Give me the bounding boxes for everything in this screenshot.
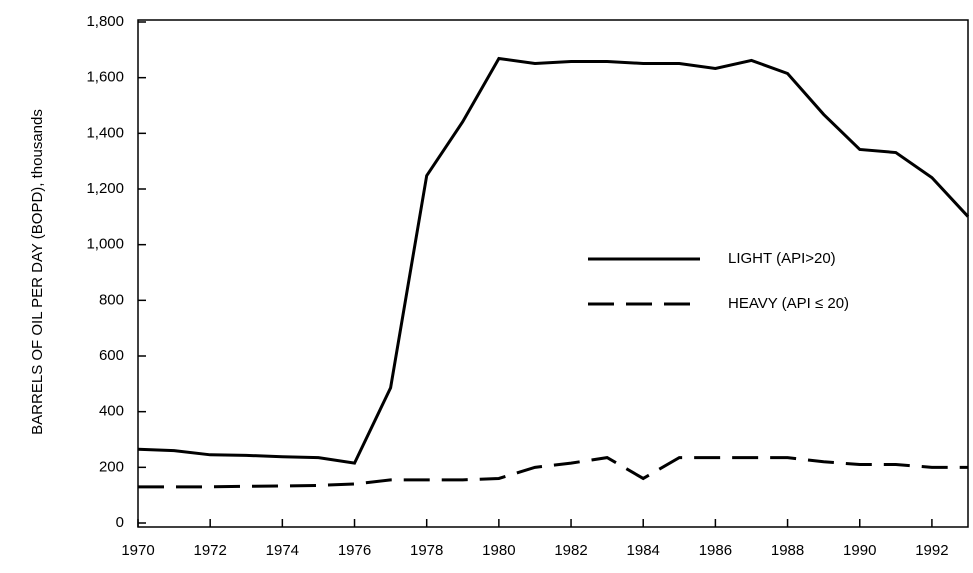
x-tick-label: 1970 [121, 542, 154, 559]
y-tick-label: 600 [99, 347, 124, 364]
x-tick-label: 1980 [482, 542, 515, 559]
x-tick-label: 1972 [193, 542, 226, 559]
x-tick-label: 1988 [771, 542, 804, 559]
y-tick-label: 1,000 [86, 236, 124, 253]
y-axis-label: BARRELS OF OIL PER DAY (BOPD), thousands [29, 109, 46, 435]
plot-frame [137, 19, 969, 528]
y-tick-label: 1,600 [86, 69, 124, 86]
legend-label: LIGHT (API>20) [728, 250, 836, 267]
series-line [137, 56, 970, 465]
x-tick-label: 1986 [699, 542, 732, 559]
y-tick-label: 0 [116, 514, 124, 531]
y-tick-label: 1,200 [86, 180, 124, 197]
x-tick-label: 1984 [627, 542, 660, 559]
y-tick-label: 800 [99, 291, 124, 308]
x-tick-label: 1990 [843, 542, 876, 559]
x-tick-label: 1978 [410, 542, 443, 559]
y-tick-label: 1,800 [86, 13, 124, 30]
legend-label: HEAVY (API ≤ 20) [728, 295, 849, 312]
x-tick-label: 1992 [915, 542, 948, 559]
y-tick-label: 1,400 [86, 124, 124, 141]
series-line [138, 456, 968, 489]
x-tick-label: 1976 [338, 542, 371, 559]
y-tick-label: 200 [99, 458, 124, 475]
x-tick-label: 1982 [554, 542, 587, 559]
y-tick-label: 400 [99, 403, 124, 420]
x-tick-label: 1974 [266, 542, 299, 559]
